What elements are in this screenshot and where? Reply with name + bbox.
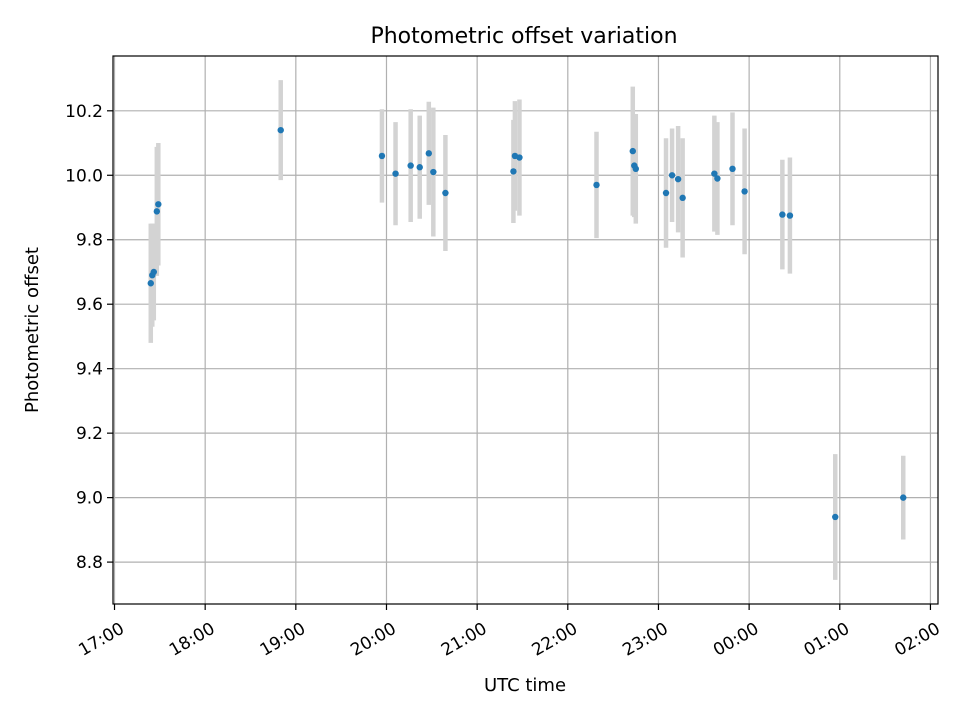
data-point (442, 189, 449, 197)
data-point (378, 152, 386, 160)
data-point (153, 208, 161, 215)
data-point (674, 175, 682, 183)
plot-frame (112, 55, 939, 605)
data-point (147, 280, 154, 287)
y-tick-label: 9.4 (76, 360, 103, 380)
y-tick-label: 9.8 (76, 231, 103, 251)
y-tick-label: 10.0 (65, 166, 103, 186)
y-tick-label: 9.0 (76, 489, 103, 509)
x-axis-label: UTC time (484, 675, 566, 696)
data-point (629, 147, 636, 155)
data-point (711, 170, 718, 177)
y-tick-label: 9.6 (76, 295, 103, 315)
data-point (425, 150, 432, 157)
data-point (668, 172, 676, 179)
data-point (729, 165, 736, 173)
data-point (741, 188, 748, 195)
data-point (430, 168, 437, 176)
data-point (786, 212, 794, 219)
grid-lines (113, 56, 938, 604)
data-points (147, 126, 907, 521)
data-point (516, 154, 523, 161)
data-point (277, 126, 284, 134)
data-point (150, 268, 157, 276)
data-point (900, 494, 907, 501)
y-tick-label: 10.2 (65, 102, 103, 122)
data-point (679, 194, 686, 202)
y-tick-label: 8.8 (76, 553, 103, 573)
y-tick-label: 9.2 (76, 424, 103, 444)
data-point (593, 181, 600, 189)
data-point (714, 175, 721, 182)
data-point (510, 168, 517, 175)
data-point (407, 162, 414, 169)
data-point (155, 201, 162, 208)
data-point (832, 513, 839, 521)
data-point (632, 165, 640, 173)
y-axis-label: Photometric offset (22, 247, 43, 413)
data-point (662, 189, 670, 197)
data-point (392, 170, 399, 177)
data-point (779, 211, 786, 218)
data-point (416, 164, 423, 171)
y-axis-ticks: 8.8 9.0 9.2 9.4 9.6 9.8 10.0 10.2 (65, 102, 113, 573)
chart-title: Photometric offset variation (370, 24, 677, 49)
